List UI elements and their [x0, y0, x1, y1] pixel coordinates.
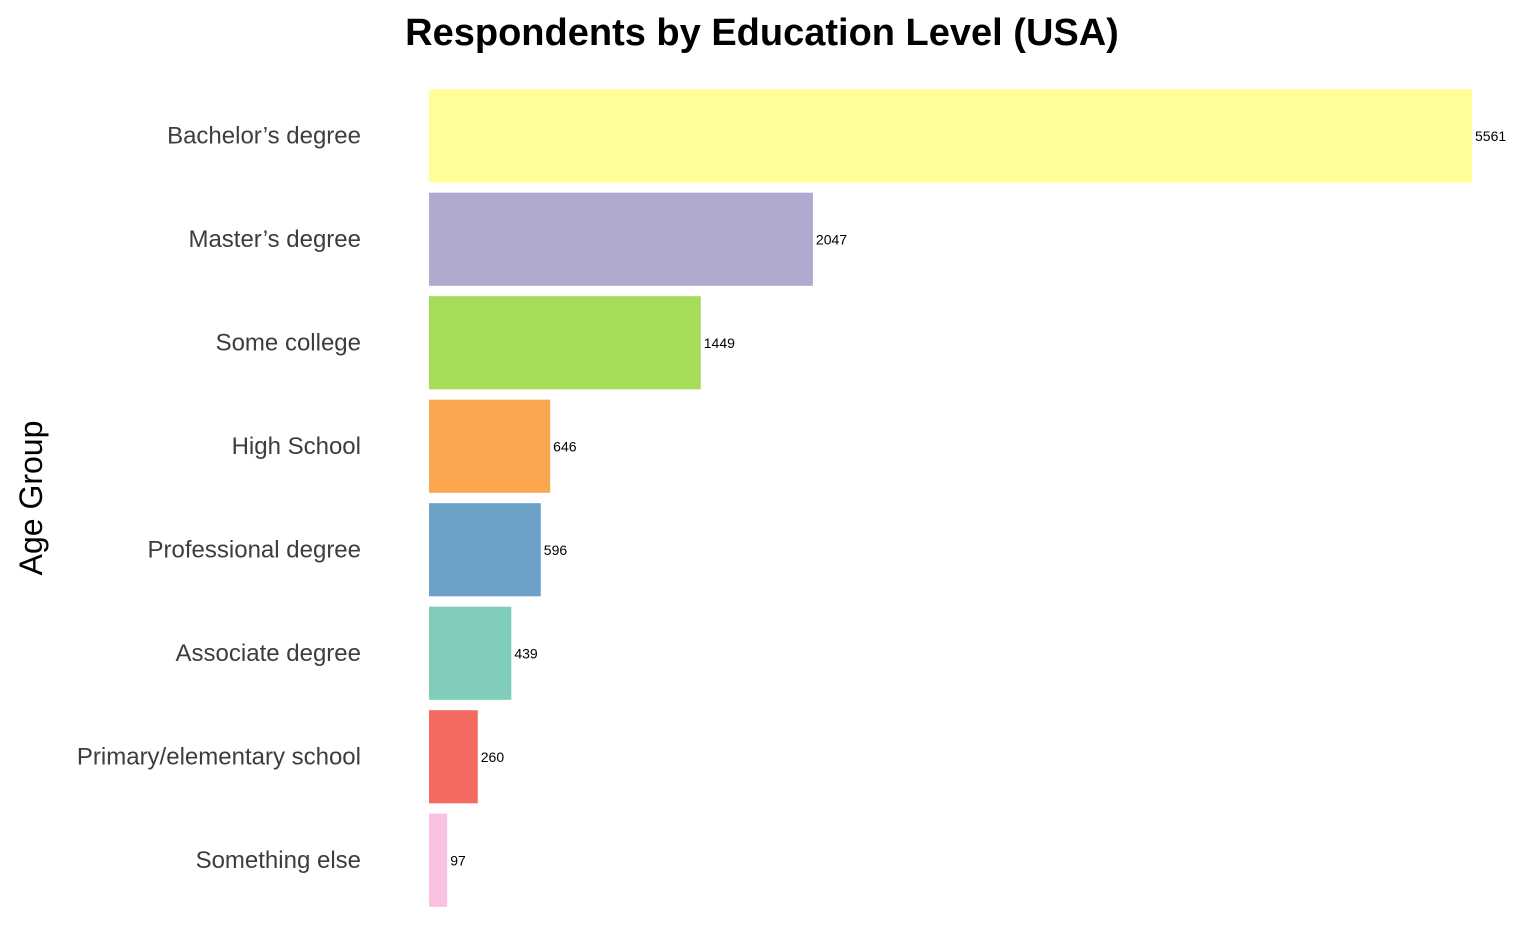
- data-label-primary-elementary-school: 260: [481, 749, 505, 765]
- bar-some-college: [429, 296, 701, 390]
- y-axis-label: Age Group: [13, 421, 49, 576]
- tick-label-high-school: High School: [232, 433, 361, 460]
- data-label-professional-degree: 596: [544, 542, 568, 558]
- bar-professional-degree: [429, 503, 541, 597]
- bar-master-s-degree: [429, 192, 813, 286]
- data-label-some-college: 1449: [704, 335, 735, 351]
- tick-label-some-college: Some college: [216, 329, 361, 356]
- tick-label-professional-degree: Professional degree: [148, 536, 361, 563]
- data-labels: 5561 2047 1449 646 596 439 260 97: [450, 128, 1506, 869]
- bar-high-school: [429, 399, 551, 493]
- tick-label-something-else: Something else: [196, 847, 361, 874]
- bar-associate-degree: [429, 606, 512, 700]
- chart-title: Respondents by Education Level (USA): [405, 12, 1119, 54]
- data-label-master-s-degree: 2047: [816, 231, 847, 247]
- tick-label-master-s-degree: Master’s degree: [188, 226, 361, 253]
- data-label-associate-degree: 439: [514, 645, 538, 661]
- y-tick-labels: Bachelor’s degree Master’s degree Some col…: [77, 122, 361, 874]
- bar-something-else: [429, 813, 448, 907]
- bars-group: [429, 89, 1472, 907]
- data-label-high-school: 646: [553, 438, 577, 454]
- tick-label-primary-elementary-school: Primary/elementary school: [77, 743, 361, 770]
- bar-bachelor-s-degree: [429, 89, 1472, 183]
- data-label-bachelor-s-degree: 5561: [1475, 128, 1506, 144]
- data-label-something-else: 97: [450, 852, 466, 868]
- bar-primary-elementary-school: [429, 710, 478, 804]
- tick-label-bachelor-s-degree: Bachelor’s degree: [167, 122, 361, 149]
- tick-label-associate-degree: Associate degree: [176, 640, 361, 667]
